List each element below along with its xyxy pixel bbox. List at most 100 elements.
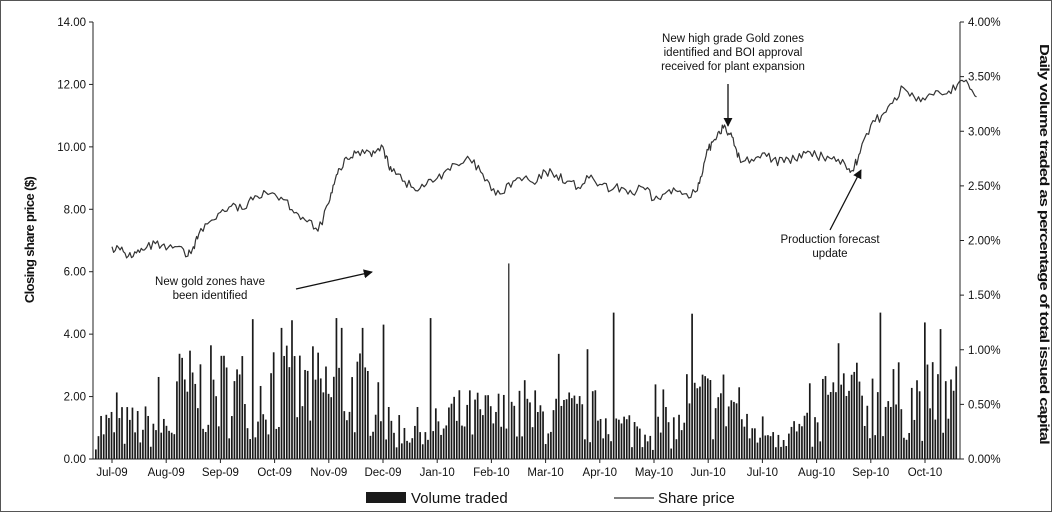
volume-bar xyxy=(777,434,780,459)
volume-bar xyxy=(95,449,97,459)
volume-bar xyxy=(356,361,359,459)
volume-bar xyxy=(832,382,835,459)
volume-bar xyxy=(471,434,474,459)
volume-bar xyxy=(202,428,204,459)
volume-bar xyxy=(688,403,691,459)
left-tick-label: 12.00 xyxy=(57,79,86,91)
volume-bar xyxy=(189,350,191,459)
volume-bar xyxy=(570,398,573,459)
volume-bar xyxy=(497,393,500,459)
volume-bar xyxy=(767,435,769,459)
volume-bar xyxy=(424,432,427,459)
left-tick-label: 6.00 xyxy=(64,267,86,279)
volume-bar xyxy=(693,382,696,459)
volume-bar xyxy=(824,376,827,459)
volume-bar xyxy=(808,383,811,459)
volume-bar xyxy=(385,439,387,459)
volume-bar xyxy=(406,440,408,459)
volume-bar xyxy=(372,431,374,459)
volume-bar xyxy=(900,409,903,459)
volume-bar xyxy=(377,382,380,459)
volume-bar xyxy=(717,397,720,459)
volume-bar xyxy=(704,376,707,459)
volume-bar xyxy=(149,446,152,459)
volume-bar xyxy=(309,420,312,459)
volume-bar xyxy=(508,263,510,459)
volume-bar xyxy=(335,318,338,459)
volume-bar xyxy=(657,416,659,459)
right-tick-label: 2.00% xyxy=(968,236,1001,248)
volume-bar xyxy=(720,393,722,459)
volume-bar xyxy=(482,415,484,459)
volume-bar xyxy=(408,442,411,459)
volume-bar xyxy=(759,437,761,459)
volume-bar xyxy=(100,415,102,459)
volume-bar xyxy=(947,418,950,459)
volume-bar xyxy=(526,398,529,459)
volume-bar xyxy=(646,441,649,459)
volume-bar xyxy=(672,417,675,459)
volume-bar xyxy=(419,432,421,459)
annotation-production: Production forecast update xyxy=(780,169,880,260)
volume-bar xyxy=(931,362,934,459)
volume-bar xyxy=(126,407,129,459)
volume-bar xyxy=(678,414,680,459)
volume-bar xyxy=(194,383,197,459)
volume-bar xyxy=(751,428,754,459)
volume-bar xyxy=(523,380,526,459)
volume-bar xyxy=(196,408,199,459)
volume-bar xyxy=(306,370,309,459)
volume-bar xyxy=(869,438,871,459)
volume-bar xyxy=(487,395,489,459)
volume-bar xyxy=(173,434,176,459)
volume-bar xyxy=(733,401,735,459)
volume-bar xyxy=(924,322,926,459)
volume-bar xyxy=(746,413,748,459)
volume-bar xyxy=(937,374,939,459)
volume-bar xyxy=(97,436,100,459)
x-tick-label: Dec-09 xyxy=(364,467,401,479)
volume-bar xyxy=(529,402,531,459)
volume-bar xyxy=(837,343,840,459)
volume-bar xyxy=(727,406,730,459)
volume-bar xyxy=(505,428,508,459)
volume-bar xyxy=(147,415,149,459)
volume-bar xyxy=(236,369,238,459)
volume-bar xyxy=(183,379,186,459)
volume-bar xyxy=(536,412,539,459)
volume-bar xyxy=(921,440,924,459)
volume-bar xyxy=(861,395,863,459)
volume-bar xyxy=(178,353,181,459)
volume-bar xyxy=(474,399,476,459)
volume-bar xyxy=(934,419,937,459)
volume-bar xyxy=(670,448,673,459)
x-tick-label: Jul-09 xyxy=(96,467,127,479)
volume-bar xyxy=(348,411,351,459)
volume-bar xyxy=(793,421,795,459)
volume-bar xyxy=(897,362,900,459)
left-tick-label: 0.00 xyxy=(64,454,86,466)
volume-bar xyxy=(330,397,333,459)
x-tick-label: Sep-09 xyxy=(202,467,239,479)
volume-bar xyxy=(332,376,335,459)
volume-bar xyxy=(756,442,759,459)
volume-bar xyxy=(162,418,165,459)
x-tick-label: Aug-09 xyxy=(148,467,185,479)
volume-bar xyxy=(340,327,343,459)
volume-bar xyxy=(495,411,497,459)
volume-bar xyxy=(944,381,947,459)
volume-bar xyxy=(157,376,160,459)
volume-bar xyxy=(916,380,918,459)
volume-bar xyxy=(625,419,628,459)
volume-bar xyxy=(398,415,401,459)
volume-bar xyxy=(892,369,895,459)
volume-bar xyxy=(769,436,772,459)
x-tick-label: Sep-10 xyxy=(852,467,889,479)
volume-bar xyxy=(722,374,725,459)
left-tick-label: 14.00 xyxy=(57,17,86,29)
volume-bar xyxy=(322,392,325,459)
volume-bar xyxy=(450,403,453,459)
volume-bar xyxy=(623,416,625,459)
volume-bar xyxy=(652,449,654,459)
volume-bar xyxy=(359,353,361,459)
